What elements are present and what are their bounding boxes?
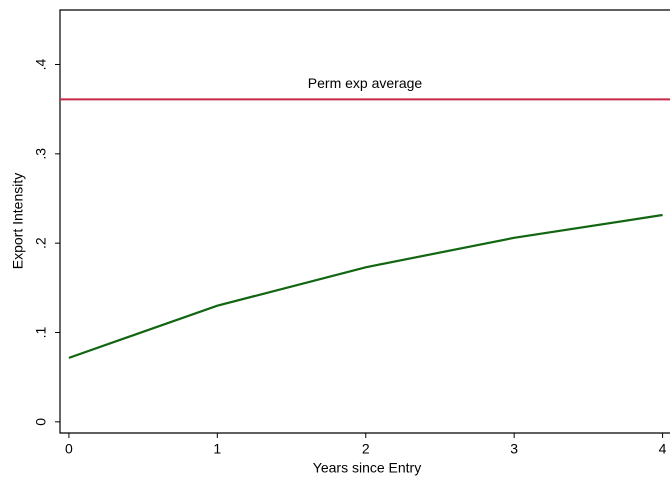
- x-axis-title: Years since Entry: [313, 460, 421, 476]
- x-tick-label: 4: [659, 441, 667, 457]
- y-tick-label: .1: [33, 326, 49, 338]
- x-tick-label: 0: [65, 441, 73, 457]
- y-tick-label: .3: [33, 148, 49, 160]
- line-series: [68, 213, 663, 359]
- y-tick-label: .4: [33, 58, 49, 70]
- x-tick-label: 1: [213, 441, 221, 457]
- y-tick-label: 0: [33, 418, 49, 426]
- reference-label: Perm exp average: [308, 75, 423, 91]
- y-tick-label: .2: [33, 237, 49, 249]
- plot-frame: [59, 9, 670, 434]
- y-axis-title: Export Intensity: [10, 173, 26, 270]
- x-tick-label: 3: [510, 441, 518, 457]
- x-tick-label: 2: [362, 441, 370, 457]
